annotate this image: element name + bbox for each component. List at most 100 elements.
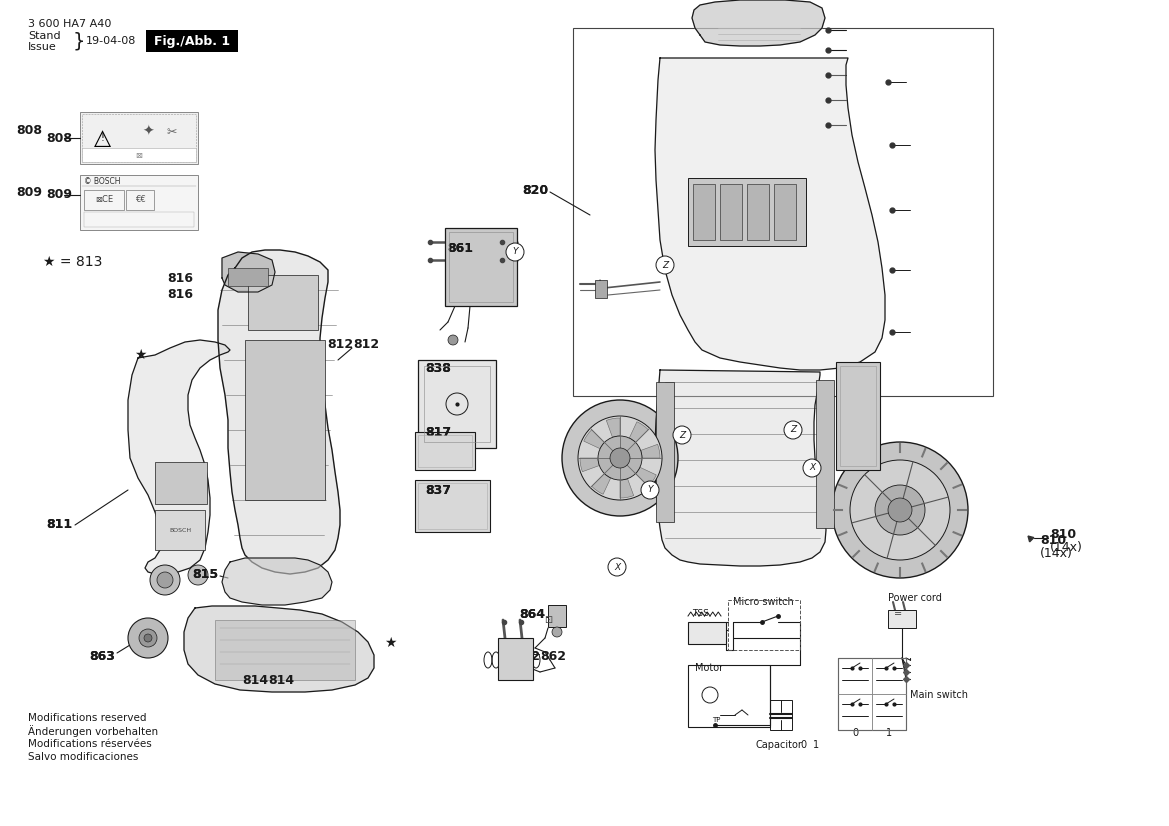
Text: ★: ★ [133,348,146,362]
Text: Y: Y [512,248,518,257]
Text: 862: 862 [540,649,566,662]
Bar [689,178,805,246]
Circle shape [888,498,912,522]
Bar [445,228,517,306]
Text: 811: 811 [46,519,72,531]
Bar [693,184,715,240]
Bar [82,148,196,162]
Text: TSS: TSS [692,609,708,618]
Bar [774,184,796,240]
Bar [838,658,906,730]
Bar [872,694,906,730]
Text: TP: TP [712,717,720,723]
Circle shape [144,634,152,642]
Bar [498,638,533,680]
Bar [888,610,916,628]
Text: 814: 814 [268,673,295,686]
Bar [728,600,800,650]
Polygon shape [222,558,332,605]
Circle shape [127,618,168,658]
Circle shape [784,421,802,439]
Polygon shape [184,606,374,692]
Text: Z: Z [790,425,796,434]
Bar [419,435,472,467]
Polygon shape [655,370,826,566]
Text: 815: 815 [192,568,217,582]
Text: 864: 864 [519,609,545,621]
Text: Motor: Motor [696,663,724,673]
Wedge shape [583,430,604,449]
Bar [228,268,268,286]
Bar [449,232,513,302]
Text: Micro switch: Micro switch [733,597,794,607]
Wedge shape [592,473,610,494]
Bar [424,366,490,442]
Text: 809: 809 [16,187,42,200]
Bar [146,30,238,52]
Bar [419,483,487,529]
Text: △: △ [94,128,111,148]
Text: (14x): (14x) [1040,548,1073,561]
Text: 808: 808 [46,131,72,145]
Bar [82,114,196,162]
Text: 816: 816 [167,288,193,301]
Text: ★ = 813: ★ = 813 [43,255,103,269]
Bar [689,622,726,644]
Text: 863: 863 [89,649,115,662]
Bar [215,620,355,680]
Text: BOSCH: BOSCH [170,528,191,533]
Text: 3 600 HA7 A40: 3 600 HA7 A40 [28,19,111,29]
Circle shape [832,442,968,578]
Text: Y: Y [648,486,652,495]
Text: 838: 838 [426,362,451,374]
Bar [419,360,496,448]
Circle shape [188,565,208,585]
Text: ⊠CE: ⊠CE [95,196,113,205]
Wedge shape [607,418,620,437]
Text: 19-04-08: 19-04-08 [87,36,137,46]
Polygon shape [127,340,230,574]
Bar [770,700,793,730]
Polygon shape [222,252,275,292]
Text: 808: 808 [16,125,42,137]
Wedge shape [636,468,656,487]
Bar [872,658,906,694]
Text: 812: 812 [353,339,379,352]
Circle shape [577,416,662,500]
Text: 861: 861 [447,241,473,254]
Circle shape [641,481,659,499]
Bar [838,694,872,730]
Text: Capacitor: Capacitor [755,740,802,750]
Text: ★: ★ [383,636,396,650]
Text: 815: 815 [192,568,217,582]
Text: Modifications réservées: Modifications réservées [28,739,152,749]
Text: 0: 0 [852,728,858,738]
Bar [656,382,675,522]
Bar [155,462,207,504]
Circle shape [506,243,524,261]
Text: 838: 838 [426,362,451,374]
Text: 811: 811 [46,519,72,531]
Text: 810: 810 [1040,534,1066,547]
Circle shape [608,558,627,576]
Text: 812: 812 [327,339,353,352]
Text: =: = [894,609,902,619]
Text: Issue: Issue [28,42,57,52]
Circle shape [150,565,180,595]
Polygon shape [655,58,885,370]
Text: Z: Z [679,430,685,439]
Text: X: X [614,563,620,572]
Text: ✦: ✦ [143,125,154,139]
Text: 1: 1 [812,740,819,750]
Text: 864: 864 [519,609,545,621]
Text: ⊡: ⊡ [544,615,552,625]
Text: 0: 0 [800,740,807,750]
Circle shape [599,436,642,480]
Bar [248,275,318,330]
Bar [836,362,880,470]
Text: Salvo modificaciones: Salvo modificaciones [28,752,138,762]
Bar [573,28,992,396]
Bar [415,432,475,470]
Text: 1: 1 [886,728,892,738]
Text: 817: 817 [426,425,451,439]
